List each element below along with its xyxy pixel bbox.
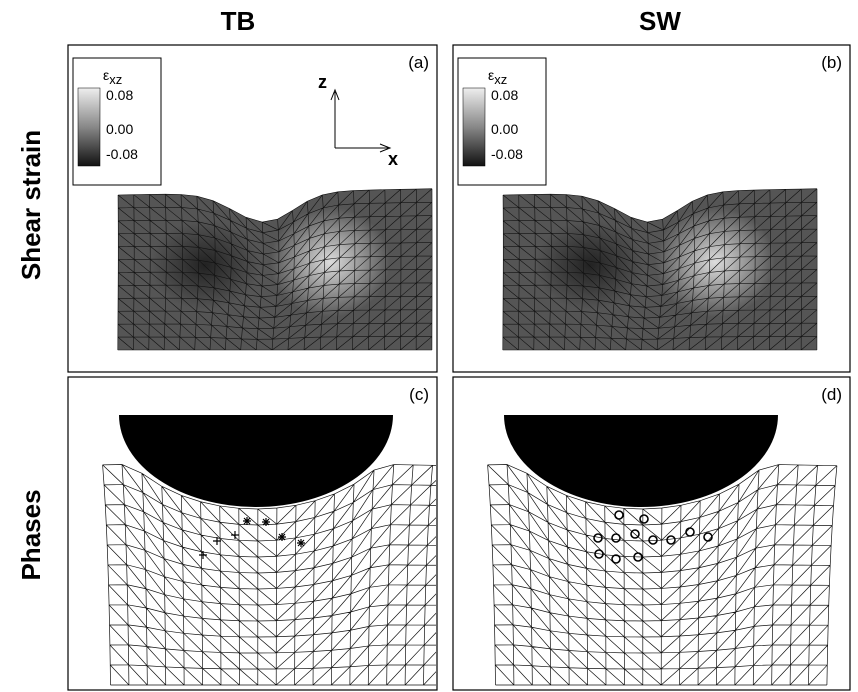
phase-marker (666, 535, 676, 545)
mesh (102, 464, 436, 686)
panel-frame (452, 44, 851, 373)
colorbar-tick: 0.00 (106, 121, 133, 137)
phase-marker (648, 535, 658, 545)
subscript: xz (109, 72, 122, 87)
row-label: Phases (16, 489, 46, 580)
panel-label: (b) (821, 53, 842, 72)
indenter (119, 415, 393, 507)
panel: (d) (452, 376, 851, 691)
phase-marker (703, 532, 713, 542)
phase-markers (199, 517, 305, 559)
colorbar-title: εxz (103, 67, 122, 87)
mesh (117, 188, 433, 351)
phase-marker (630, 529, 640, 539)
panel-frame (452, 376, 851, 691)
panel-frame (67, 376, 438, 691)
strain-high (655, 207, 775, 317)
colorbar (462, 87, 486, 167)
panel-label: (a) (408, 53, 429, 72)
symbol: ε (103, 67, 109, 83)
phase-marker (611, 533, 621, 543)
colorbar-tick: 0.08 (491, 87, 518, 103)
colorbar-title: εxz (488, 67, 507, 87)
phase-marker (639, 514, 649, 524)
phase-marker (611, 554, 621, 564)
phase-marker (633, 552, 643, 562)
phase-marker (614, 510, 624, 520)
phase-marker (593, 533, 603, 543)
subscript: xz (494, 72, 507, 87)
phase-marker (594, 549, 604, 559)
colorbar-tick: 0.00 (491, 121, 518, 137)
mesh-group (487, 464, 838, 686)
row-label: Shear strain (16, 130, 46, 280)
colorbar (77, 87, 101, 167)
colorbar-tick: -0.08 (106, 146, 138, 162)
column-header: SW (639, 6, 681, 36)
panel-frame (67, 44, 438, 373)
mesh (502, 188, 818, 351)
mesh (487, 464, 838, 686)
indenter (504, 415, 778, 507)
panel-label: (c) (409, 385, 429, 404)
column-header: TB (221, 6, 256, 36)
symbol: ε (488, 67, 494, 83)
mesh-group (102, 464, 436, 686)
colorbar-tick: -0.08 (491, 146, 523, 162)
panel: (c) (67, 376, 438, 691)
phase-marker (685, 527, 695, 537)
panel-label: (d) (821, 385, 842, 404)
axis-label: z (318, 72, 327, 92)
axis-label: x (388, 149, 398, 169)
axis-arrows (330, 88, 392, 153)
colorbar-tick: 0.08 (106, 87, 133, 103)
strain-high (270, 207, 390, 317)
